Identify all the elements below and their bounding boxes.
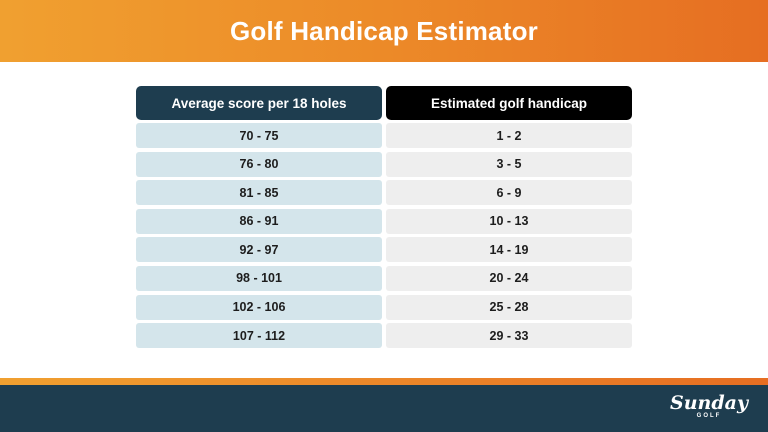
score-cell: 107 - 112	[136, 323, 382, 349]
handicap-cell: 10 - 13	[386, 208, 632, 234]
handicap-cell: 20 - 24	[386, 265, 632, 291]
footer	[0, 385, 768, 432]
table-row: 70 - 75 1 - 2	[136, 123, 632, 148]
table-row: 86 - 91 10 - 13	[136, 208, 632, 234]
handicap-cell: 1 - 2	[386, 123, 632, 148]
header-banner: Golf Handicap Estimator	[0, 0, 768, 62]
score-cell: 70 - 75	[136, 123, 382, 148]
table-row: 81 - 85 6 - 9	[136, 180, 632, 206]
table-row: 107 - 112 29 - 33	[136, 323, 632, 349]
score-cell: 92 - 97	[136, 237, 382, 263]
score-cell: 102 - 106	[136, 294, 382, 320]
handicap-cell: 6 - 9	[386, 180, 632, 206]
table-row: 102 - 106 25 - 28	[136, 294, 632, 320]
column-header: Estimated golf handicap	[386, 86, 632, 120]
table-row: 92 - 97 14 - 19	[136, 237, 632, 263]
footer-stripe	[0, 378, 768, 385]
handicap-cell: 3 - 5	[386, 151, 632, 177]
handicap-cell: 25 - 28	[386, 294, 632, 320]
score-cell: 98 - 101	[136, 265, 382, 291]
header-row: Average score per 18 holes Estimated gol…	[136, 86, 632, 120]
handicap-cell: 29 - 33	[386, 323, 632, 349]
column-header: Average score per 18 holes	[136, 86, 382, 120]
title: Golf Handicap Estimator	[230, 15, 538, 46]
handicap-cell: 14 - 19	[386, 237, 632, 263]
handicap-table: Average score per 18 holes Estimated gol…	[136, 86, 632, 352]
table-row: 76 - 80 3 - 5	[136, 151, 632, 177]
logo-subtext: GOLF	[696, 413, 722, 419]
score-cell: 76 - 80	[136, 151, 382, 177]
table-row: 98 - 101 20 - 24	[136, 265, 632, 291]
score-cell: 81 - 85	[136, 180, 382, 206]
logo: Sunday GOLF	[670, 393, 748, 420]
score-cell: 86 - 91	[136, 208, 382, 234]
logo-text: Sunday	[670, 392, 748, 414]
